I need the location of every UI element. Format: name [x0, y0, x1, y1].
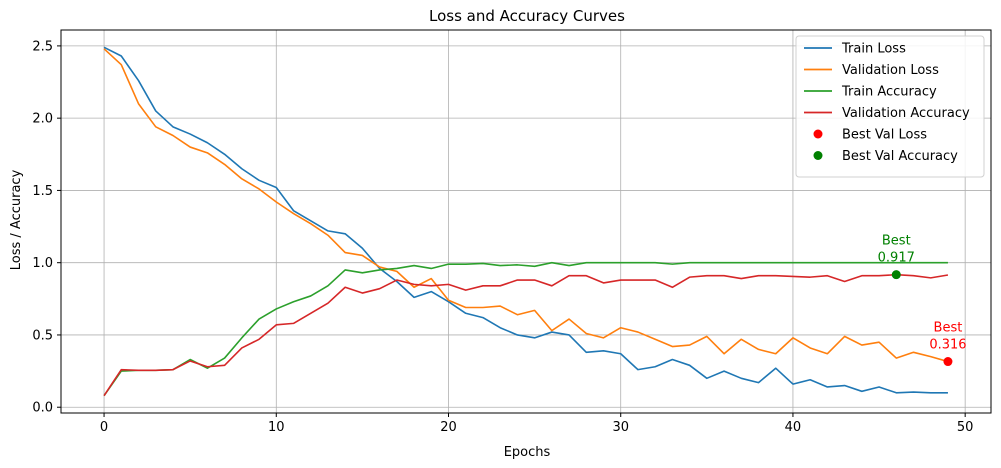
legend-dot-swatch: [813, 151, 823, 160]
series-line-validation-loss: [103, 48, 949, 363]
x-tick-label: 40: [785, 420, 802, 435]
annotation-best-label: Best: [934, 321, 963, 336]
x-tick-label: 50: [957, 420, 974, 435]
series-line-validation-accuracy: [103, 273, 949, 397]
series-line-train-accuracy: [103, 261, 948, 397]
best-markers: [891, 270, 953, 367]
best-annotations: Best 0.316 Best 0.917: [878, 234, 967, 353]
legend-label: Train Loss: [841, 42, 906, 57]
legend-label: Best Val Accuracy: [842, 149, 958, 164]
marker-best-val-loss: [943, 357, 953, 367]
x-tick-label: 10: [268, 420, 285, 435]
legend-box: [795, 35, 985, 178]
x-tick-label: 30: [612, 420, 629, 435]
legend-label: Best Val Loss: [842, 128, 927, 143]
y-tick-label: 2.5: [32, 39, 53, 54]
legend: Train Loss Validation Loss Train Accuracy V…: [795, 35, 985, 178]
plot-frame: [60, 29, 992, 414]
y-tick-label: 1.0: [32, 256, 53, 271]
y-tick-label: 2.0: [32, 112, 53, 127]
x-tick-label: 20: [440, 420, 457, 435]
axis-ticks: 0 10 20 30 40 50 0.0 0.5 1.0 1.5 2.0 2.5: [32, 39, 973, 435]
legend-dot-swatch: [813, 129, 823, 139]
chart-title: Loss and Accuracy Curves: [429, 7, 625, 25]
annotation-best-value: 0.917: [878, 251, 915, 266]
annotation-best-label: Best: [882, 234, 911, 249]
marker-best-val-accuracy: [891, 270, 901, 280]
series-line-train-loss: [103, 46, 948, 394]
legend-label: Validation Loss: [842, 63, 939, 78]
legend-label: Train Accuracy: [841, 85, 937, 100]
y-axis-label: Loss / Accuracy: [9, 169, 24, 270]
y-tick-label: 0.5: [32, 328, 53, 343]
y-tick-label: 1.5: [32, 184, 53, 199]
series-lines: [103, 46, 949, 397]
x-tick-label: 0: [100, 420, 108, 435]
annotation-best-value: 0.316: [929, 338, 966, 353]
x-axis-label: Epochs: [504, 445, 551, 460]
y-tick-label: 0.0: [32, 401, 53, 416]
legend-label: Validation Accuracy: [842, 106, 970, 121]
